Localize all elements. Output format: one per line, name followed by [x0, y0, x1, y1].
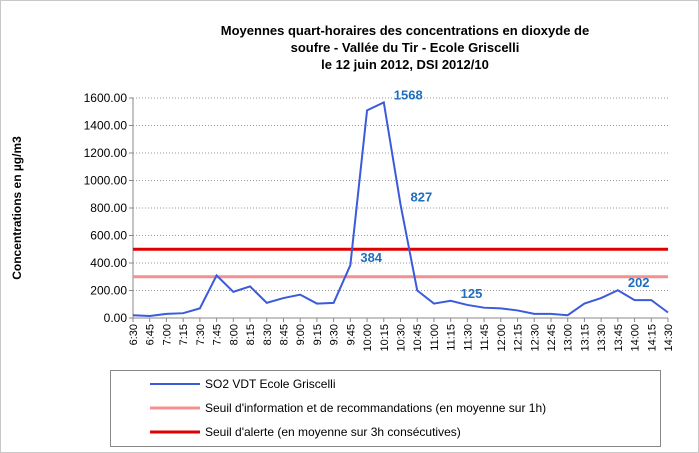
y-tick-label: 600.00 — [90, 229, 127, 243]
y-tick-label: 1600.00 — [84, 91, 128, 105]
chart-title: soufre - Vallée du Tir - Ecole Griscelli — [291, 40, 520, 55]
x-tick-label: 8:30 — [262, 324, 274, 345]
data-label: 827 — [411, 189, 433, 204]
x-tick-label: 14:15 — [646, 324, 658, 352]
chart-title: le 12 juin 2012, DSI 2012/10 — [321, 57, 489, 72]
x-tick-label: 13:15 — [579, 324, 591, 352]
y-tick-label: 1400.00 — [84, 119, 128, 133]
x-tick-label: 10:30 — [396, 324, 408, 352]
x-tick-label: 10:45 — [412, 324, 424, 352]
legend-label: Seuil d'information et de recommandation… — [205, 401, 546, 415]
x-tick-label: 13:45 — [613, 324, 625, 352]
x-tick-label: 7:45 — [212, 324, 224, 345]
x-tick-label: 12:15 — [513, 324, 525, 352]
y-tick-label: 1200.00 — [84, 146, 128, 160]
x-tick-label: 13:00 — [563, 324, 575, 352]
y-tick-label: 1000.00 — [84, 174, 128, 188]
x-tick-label: 8:45 — [278, 324, 290, 345]
y-axis-title: Concentrations en µg/m3 — [10, 136, 24, 280]
legend-box — [110, 370, 661, 447]
y-tick-label: 200.00 — [90, 284, 127, 298]
data-line — [132, 100, 669, 317]
y-tick-label: 0.00 — [104, 311, 128, 325]
x-tick-label: 8:15 — [245, 324, 257, 345]
x-tick-label: 13:30 — [596, 324, 608, 352]
data-label: 125 — [461, 286, 483, 301]
data-label: 1568 — [394, 87, 423, 102]
legend-label: SO2 VDT Ecole Griscelli — [205, 377, 335, 391]
x-tick-label: 11:30 — [462, 324, 474, 351]
x-tick-label: 12:00 — [496, 324, 508, 352]
x-tick-label: 11:45 — [479, 324, 491, 351]
x-tick-label: 7:00 — [161, 324, 173, 345]
x-tick-label: 10:00 — [362, 324, 374, 352]
x-tick-label: 14:00 — [630, 324, 642, 352]
x-tick-label: 10:15 — [379, 324, 391, 352]
x-tick-label: 6:45 — [145, 324, 157, 345]
y-tick-label: 800.00 — [90, 201, 127, 215]
x-tick-label: 9:00 — [295, 324, 307, 345]
chart-title: Moyennes quart-horaires des concentratio… — [221, 23, 589, 38]
x-tick-label: 12:30 — [529, 324, 541, 352]
y-tick-label: 400.00 — [90, 256, 127, 270]
x-tick-label: 6:30 — [128, 324, 140, 345]
x-tick-label: 9:15 — [312, 324, 324, 345]
data-label: 202 — [628, 275, 650, 290]
x-tick-label: 7:15 — [178, 324, 190, 345]
x-tick-label: 11:15 — [446, 324, 458, 351]
x-tick-label: 9:30 — [329, 324, 341, 345]
x-tick-label: 14:30 — [663, 324, 675, 352]
x-tick-label: 11:00 — [429, 324, 441, 351]
x-tick-label: 7:30 — [195, 324, 207, 345]
x-tick-label: 9:45 — [345, 324, 357, 345]
data-label: 384 — [360, 250, 382, 265]
x-tick-label: 8:00 — [228, 324, 240, 345]
x-tick-label: 12:45 — [546, 324, 558, 352]
legend-label: Seuil d'alerte (en moyenne sur 3h conséc… — [205, 425, 461, 439]
